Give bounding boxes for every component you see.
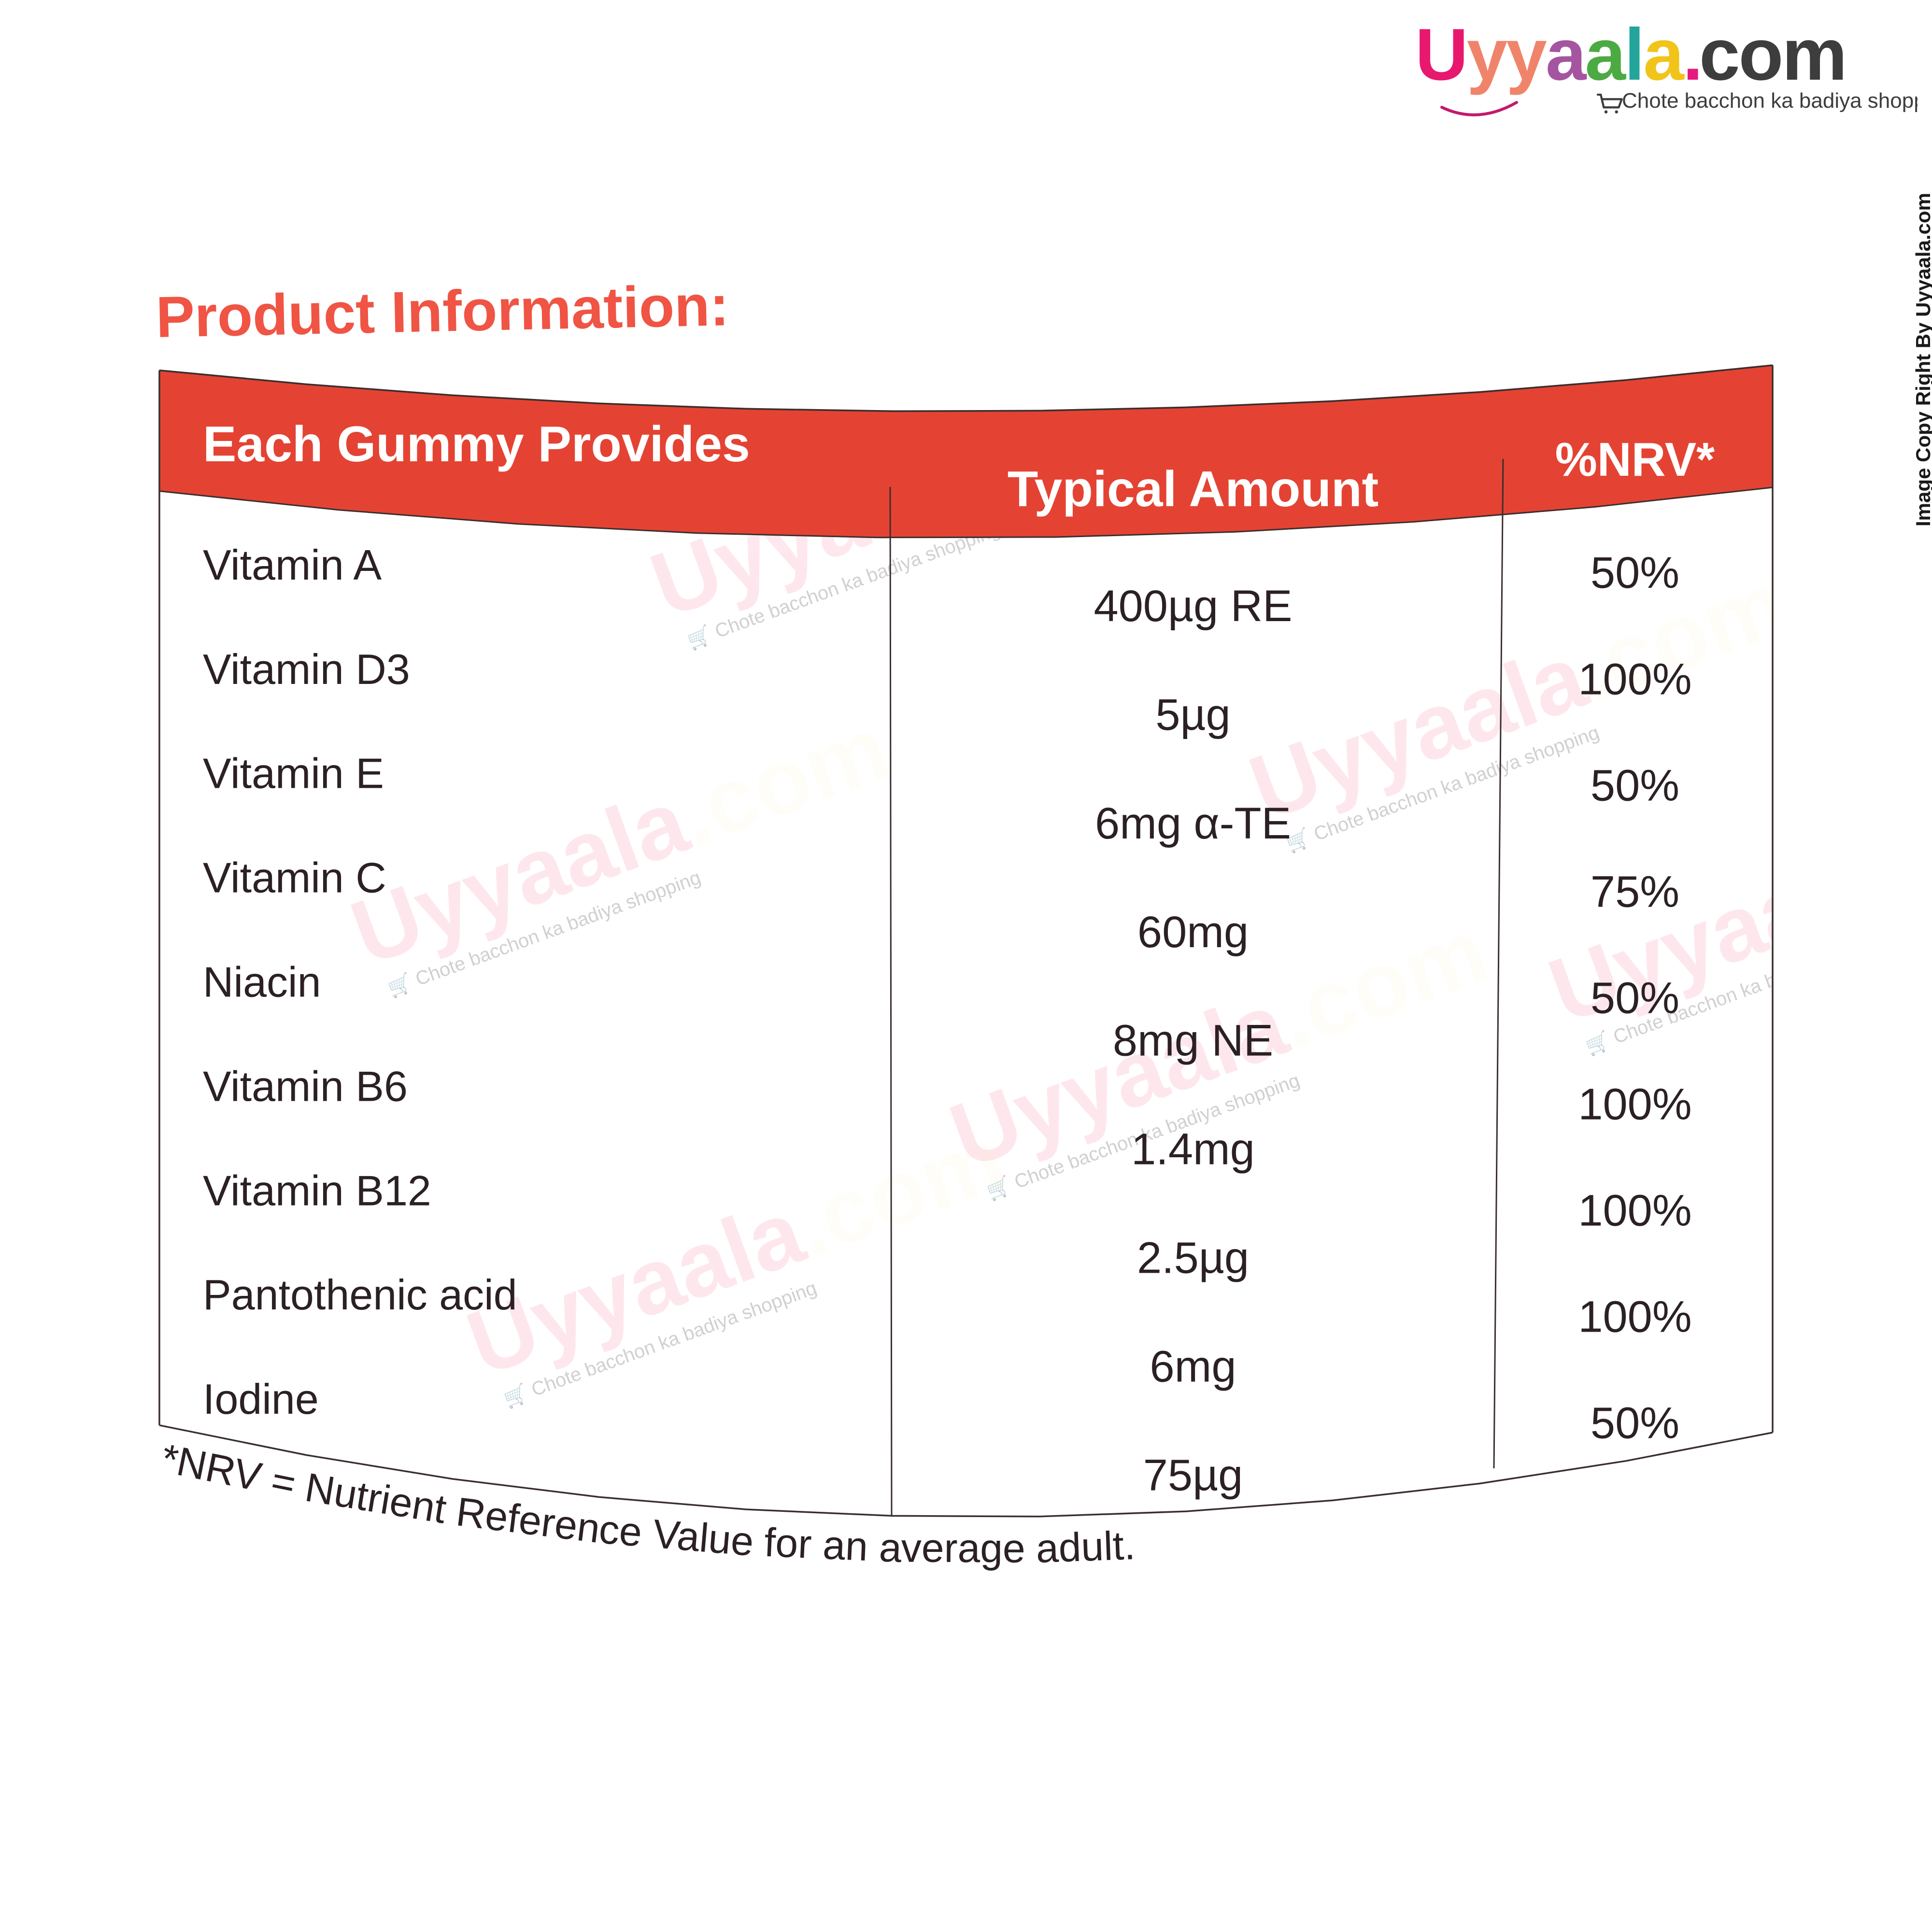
svg-text:75%: 75%: [1591, 867, 1679, 916]
svg-text:50%: 50%: [1591, 1399, 1679, 1448]
svg-text:Niacin: Niacin: [203, 958, 321, 1006]
svg-text:50%: 50%: [1591, 761, 1679, 810]
svg-text:Vitamin C: Vitamin C: [203, 854, 386, 902]
svg-text:400µg RE: 400µg RE: [1094, 582, 1292, 631]
svg-text:100%: 100%: [1578, 1292, 1691, 1341]
svg-text:50%: 50%: [1591, 973, 1679, 1023]
svg-text:60mg: 60mg: [1137, 908, 1249, 957]
svg-text:Typical Amount: Typical Amount: [1008, 461, 1378, 517]
svg-text:Each Gummy Provides: Each Gummy Provides: [203, 416, 750, 472]
svg-text:Vitamin E: Vitamin E: [203, 750, 384, 797]
svg-text:100%: 100%: [1578, 1186, 1691, 1235]
svg-text:Vitamin B6: Vitamin B6: [203, 1062, 408, 1110]
svg-text:2.5µg: 2.5µg: [1137, 1234, 1249, 1283]
svg-text:100%: 100%: [1578, 1080, 1691, 1129]
svg-text:5µg: 5µg: [1155, 690, 1230, 739]
svg-text:Vitamin D3: Vitamin D3: [203, 645, 410, 693]
svg-text:Vitamin B12: Vitamin B12: [203, 1166, 431, 1214]
svg-text:6mg: 6mg: [1150, 1342, 1236, 1392]
svg-text:50%: 50%: [1591, 548, 1679, 597]
svg-text:1.4mg: 1.4mg: [1131, 1125, 1255, 1174]
svg-text:Vitamin A: Vitamin A: [203, 541, 382, 589]
svg-text:%NRV*: %NRV*: [1555, 433, 1715, 486]
svg-text:8mg NE: 8mg NE: [1113, 1016, 1273, 1065]
svg-text:6mg α-TE: 6mg α-TE: [1095, 799, 1291, 848]
svg-text:Pantothenic acid: Pantothenic acid: [203, 1271, 517, 1319]
svg-text:Iodine: Iodine: [203, 1375, 319, 1423]
svg-text:75µg: 75µg: [1143, 1451, 1243, 1500]
svg-text:100%: 100%: [1578, 654, 1691, 704]
